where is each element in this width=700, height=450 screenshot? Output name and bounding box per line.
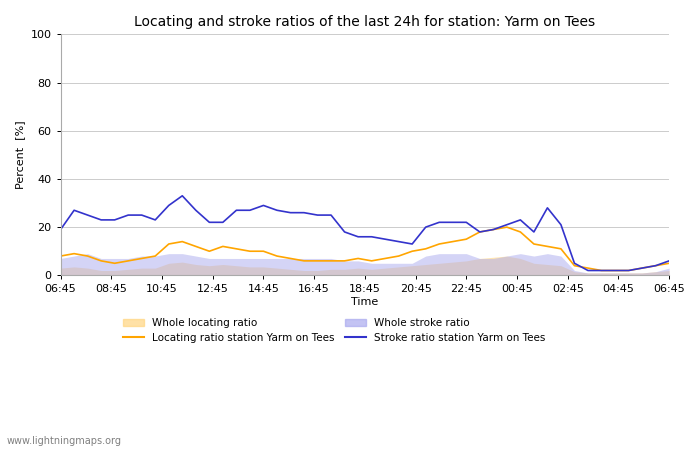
Title: Locating and stroke ratios of the last 24h for station: Yarm on Tees: Locating and stroke ratios of the last 2…	[134, 15, 596, 29]
Legend: Whole locating ratio, Locating ratio station Yarm on Tees, Whole stroke ratio, S: Whole locating ratio, Locating ratio sta…	[119, 314, 550, 347]
Y-axis label: Percent  [%]: Percent [%]	[15, 121, 25, 189]
Text: www.lightningmaps.org: www.lightningmaps.org	[7, 436, 122, 446]
X-axis label: Time: Time	[351, 297, 379, 307]
